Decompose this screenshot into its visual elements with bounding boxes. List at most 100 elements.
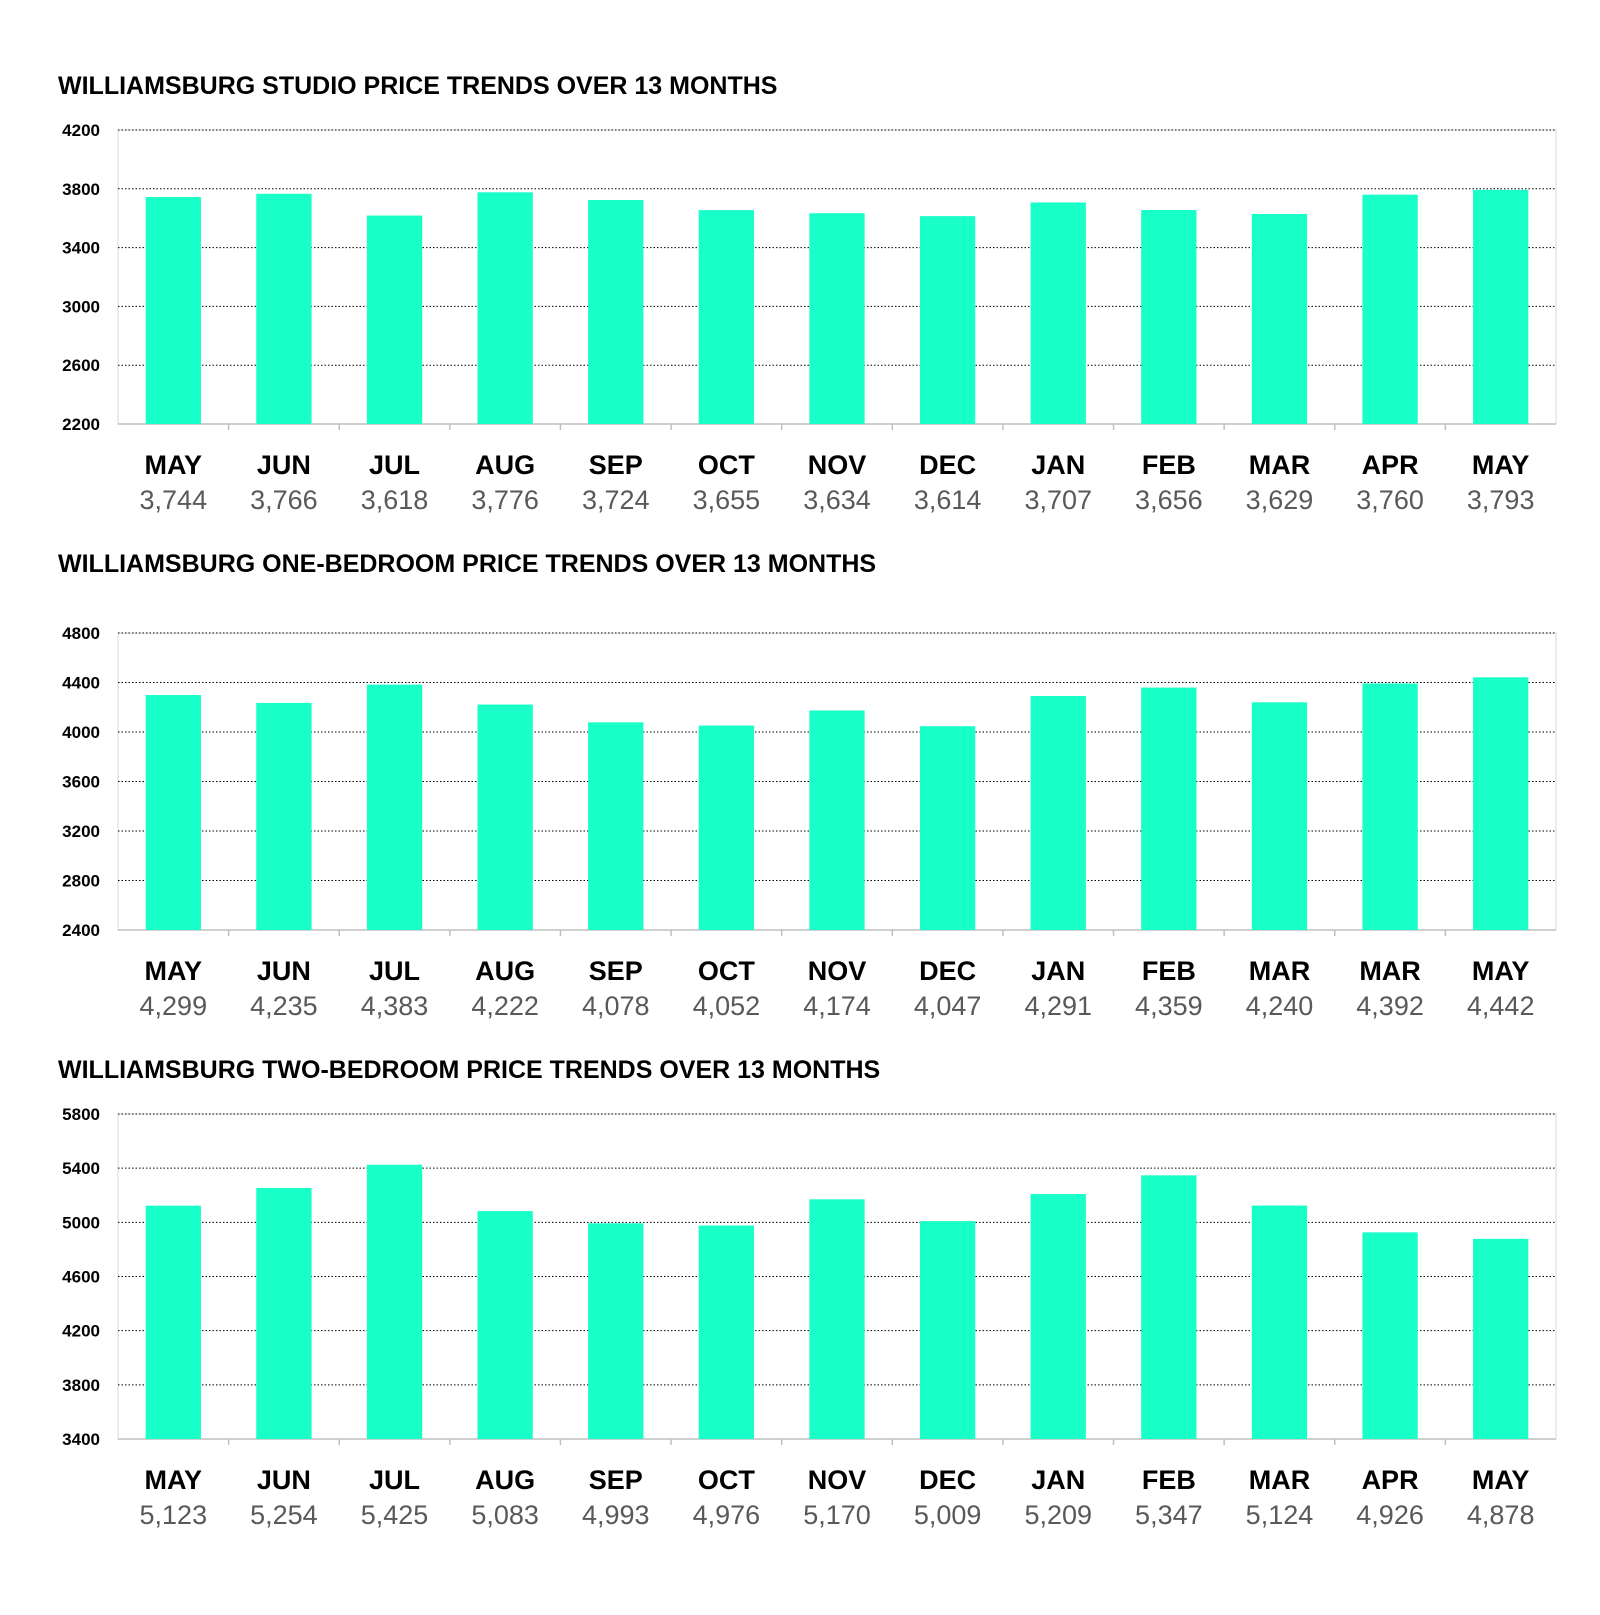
- bar-jan: [1030, 1194, 1086, 1439]
- category-label: APR: [1362, 450, 1419, 480]
- category-label: FEB: [1142, 1465, 1196, 1495]
- y-tick-label: 5800: [62, 1105, 100, 1124]
- bar-nov: [809, 213, 865, 424]
- value-label: 4,222: [471, 991, 539, 1021]
- category-label: AUG: [475, 1465, 535, 1495]
- category-label: MAY: [145, 450, 203, 480]
- value-label: 3,760: [1356, 485, 1424, 515]
- y-tick-label: 4200: [62, 1322, 100, 1341]
- value-label: 4,392: [1356, 991, 1424, 1021]
- value-label: 3,618: [361, 485, 429, 515]
- category-label: JUN: [257, 1465, 311, 1495]
- value-label: 5,123: [140, 1500, 208, 1530]
- bar-sep: [588, 1223, 644, 1439]
- category-label: DEC: [919, 450, 976, 480]
- value-label: 4,235: [250, 991, 318, 1021]
- category-label: JUL: [369, 956, 420, 986]
- value-label: 4,047: [914, 991, 982, 1021]
- bar-may: [145, 1205, 201, 1439]
- category-label: MAY: [1472, 956, 1530, 986]
- y-tick-label: 5400: [62, 1159, 100, 1178]
- value-label: 5,170: [803, 1500, 871, 1530]
- category-label: APR: [1362, 1465, 1419, 1495]
- category-label: DEC: [919, 956, 976, 986]
- bar-apr: [1362, 194, 1418, 424]
- bar-jul: [366, 215, 423, 424]
- category-label: MAY: [1472, 450, 1530, 480]
- bar-mar: [1251, 1205, 1308, 1439]
- y-tick-label: 4800: [62, 624, 100, 643]
- category-label: OCT: [698, 1465, 756, 1495]
- value-label: 3,634: [803, 485, 871, 515]
- bar-jul: [366, 684, 423, 930]
- chart-1: WILLIAMSBURG STUDIO PRICE TRENDS OVER 13…: [58, 72, 1557, 515]
- y-tick-label: 3600: [62, 773, 100, 792]
- y-tick-label: 3800: [62, 180, 100, 199]
- bar-sep: [588, 199, 644, 424]
- value-label: 3,793: [1467, 485, 1535, 515]
- bar-sep: [588, 722, 644, 930]
- value-label: 3,614: [914, 485, 982, 515]
- category-label: MAR: [1359, 956, 1421, 986]
- category-label: JAN: [1031, 450, 1085, 480]
- category-label: JUL: [369, 1465, 420, 1495]
- value-label: 4,878: [1467, 1500, 1535, 1530]
- chart-title: WILLIAMSBURG ONE-BEDROOM PRICE TRENDS OV…: [58, 550, 876, 578]
- bar-may: [1473, 677, 1529, 930]
- category-label: MAY: [145, 1465, 203, 1495]
- bar-mar: [1362, 683, 1418, 930]
- category-label: SEP: [589, 450, 643, 480]
- bar-apr: [1362, 1232, 1418, 1439]
- bar-dec: [919, 216, 976, 424]
- bar-mar: [1251, 213, 1308, 424]
- category-label: MAR: [1249, 956, 1311, 986]
- value-label: 5,083: [471, 1500, 539, 1530]
- value-label: 3,724: [582, 485, 650, 515]
- y-tick-label: 4400: [62, 674, 100, 693]
- bar-feb: [1141, 209, 1197, 424]
- y-tick-label: 2800: [62, 872, 100, 891]
- bar-jan: [1030, 202, 1086, 424]
- category-label: JUN: [257, 450, 311, 480]
- y-tick-label: 3200: [62, 822, 100, 841]
- bar-may: [145, 694, 201, 930]
- chart-title: WILLIAMSBURG STUDIO PRICE TRENDS OVER 13…: [58, 72, 777, 100]
- category-label: JUL: [369, 450, 420, 480]
- category-label: SEP: [589, 1465, 643, 1495]
- value-label: 4,174: [803, 991, 871, 1021]
- category-label: SEP: [589, 956, 643, 986]
- bar-jun: [256, 702, 312, 930]
- y-tick-label: 4600: [62, 1268, 100, 1287]
- bar-may: [1473, 1238, 1529, 1439]
- chart-title: WILLIAMSBURG TWO-BEDROOM PRICE TRENDS OV…: [58, 1056, 880, 1084]
- category-label: MAY: [1472, 1465, 1530, 1495]
- value-label: 5,124: [1246, 1500, 1314, 1530]
- value-label: 4,052: [693, 991, 761, 1021]
- value-label: 4,078: [582, 991, 650, 1021]
- value-label: 3,776: [471, 485, 539, 515]
- category-label: OCT: [698, 956, 756, 986]
- y-tick-label: 4200: [62, 121, 100, 140]
- bar-oct: [698, 1225, 755, 1439]
- bar-aug: [477, 704, 533, 930]
- bar-may: [145, 197, 201, 424]
- value-label: 4,359: [1135, 991, 1203, 1021]
- category-label: AUG: [475, 956, 535, 986]
- bar-aug: [477, 1211, 533, 1439]
- bar-jan: [1030, 695, 1086, 930]
- bar-nov: [809, 1199, 865, 1439]
- value-label: 4,442: [1467, 991, 1535, 1021]
- category-label: MAR: [1249, 450, 1311, 480]
- y-tick-label: 3400: [62, 239, 100, 258]
- value-label: 5,425: [361, 1500, 429, 1530]
- category-label: JUN: [257, 956, 311, 986]
- y-tick-label: 2200: [62, 415, 100, 434]
- value-label: 5,347: [1135, 1500, 1203, 1530]
- y-tick-label: 3000: [62, 297, 100, 316]
- category-label: DEC: [919, 1465, 976, 1495]
- value-label: 4,299: [140, 991, 208, 1021]
- value-label: 4,926: [1356, 1500, 1424, 1530]
- bar-dec: [919, 1221, 976, 1439]
- value-label: 3,656: [1135, 485, 1203, 515]
- bar-nov: [809, 710, 865, 930]
